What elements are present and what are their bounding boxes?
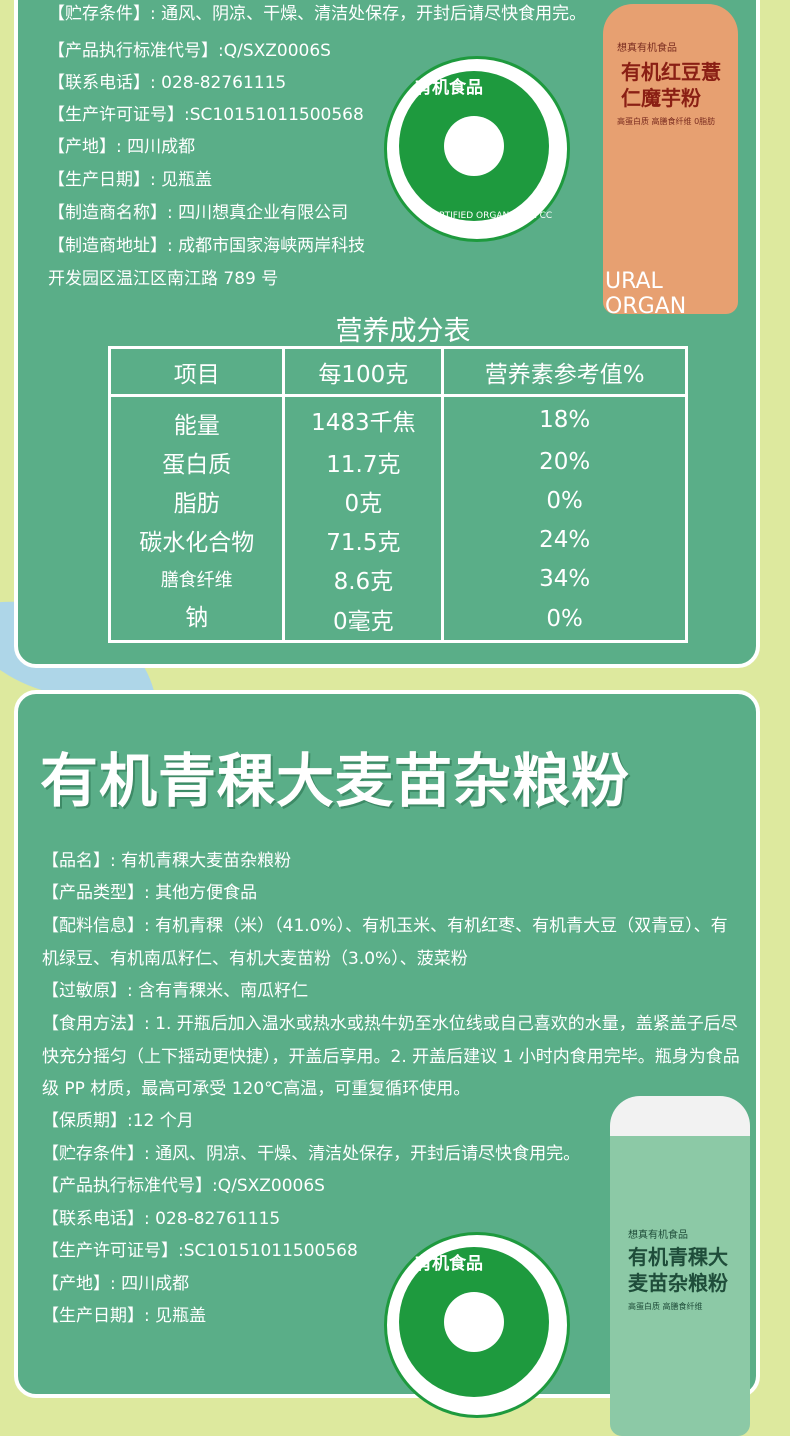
info-line: 【产地】: 四川成都 — [48, 137, 196, 157]
table-row: 脂肪 0克 0% — [107, 481, 688, 520]
table-row: 钠 0毫克 0% — [107, 598, 688, 642]
table-row: 能量 1483千焦 18% — [107, 395, 688, 442]
info-line: 【产地】: 四川成都 — [42, 1274, 190, 1294]
product-bottle-image: 想真有机食品 有机青稞大麦苗杂粮粉 高蛋白质 高膳食纤维 — [610, 1096, 750, 1436]
table-row: 膳食纤维 8.6克 34% — [107, 559, 688, 598]
info-line: 【品名】: 有机青稞大麦苗杂粮粉 — [42, 851, 292, 871]
nutrition-title: 营养成分表 — [335, 316, 471, 347]
info-line: 【生产日期】: 见瓶盖 — [48, 170, 213, 190]
info-line: 【贮存条件】: 通风、阴凉、干燥、清洁处保存，开封后请尽快食用完。 — [48, 4, 587, 24]
info-line: 【生产日期】: 见瓶盖 — [42, 1306, 207, 1326]
info-line: 【产品执行标准代号】:Q/SXZ0006S — [42, 1176, 325, 1196]
nutrition-table: 项目 每100克 营养素参考值% 能量 1483千焦 18% 蛋白质 11.7克 20% 脂… — [107, 346, 688, 643]
organic-seal-logo: 有机食品 — [384, 1232, 570, 1418]
info-line: 【联系电话】: 028-82761115 — [42, 1209, 281, 1229]
info-line: 【制造商地址】: 成都市国家海峡两岸科技 — [48, 236, 366, 256]
table-row: 碳水化合物 71.5克 24% — [107, 520, 688, 559]
table-row: 蛋白质 11.7克 20% — [107, 442, 688, 481]
info-line: 【贮存条件】: 通风、阴凉、干燥、清洁处保存，开封后请尽快食用完。 — [42, 1144, 581, 1164]
info-line: 【过敏原】: 含有青稞米、南瓜籽仁 — [42, 981, 309, 1001]
product-title: 有机青稞大麦苗杂粮粉 — [40, 747, 631, 815]
info-line: 【产品类型】: 其他方便食品 — [42, 883, 258, 903]
info-line: 【制造商名称】: 四川想真企业有限公司 — [48, 203, 349, 223]
info-line: 【联系电话】: 028-82761115 — [48, 73, 287, 93]
organic-seal-logo: 有机食品 CERTIFIED ORGANIC COFCC — [384, 56, 570, 242]
info-line: 【食用方法】: 1. 开瓶后加入温水或热水或热牛奶至水位线或自己喜欢的水量，盖紧… — [42, 1014, 740, 1099]
info-line: 【保质期】:12 个月 — [42, 1111, 194, 1131]
info-line: 【配料信息】: 有机青稞（米）（41.0%）、有机玉米、有机红枣、有机青大豆（双… — [42, 916, 728, 969]
product-info-panel-1: 【贮存条件】: 通风、阴凉、干燥、清洁处保存，开封后请尽快食用完。 【产品执行标… — [14, 0, 760, 668]
info-line: 【生产许可证号】:SC10151011500568 — [48, 105, 364, 125]
product-info-panel-2: 有机青稞大麦苗杂粮粉 【品名】: 有机青稞大麦苗杂粮粉 【产品类型】: 其他方便… — [14, 690, 760, 1436]
product-bottle-image: 想真有机食品 有机红豆薏仁魔芋粉 高蛋白质 高膳食纤维 0脂肪 URAL ORG… — [603, 4, 738, 314]
info-line: 【产品执行标准代号】:Q/SXZ0006S — [48, 41, 331, 61]
info-line: 【生产许可证号】:SC10151011500568 — [42, 1241, 358, 1261]
info-line: 开发园区温江区南江路 789 号 — [48, 269, 279, 289]
